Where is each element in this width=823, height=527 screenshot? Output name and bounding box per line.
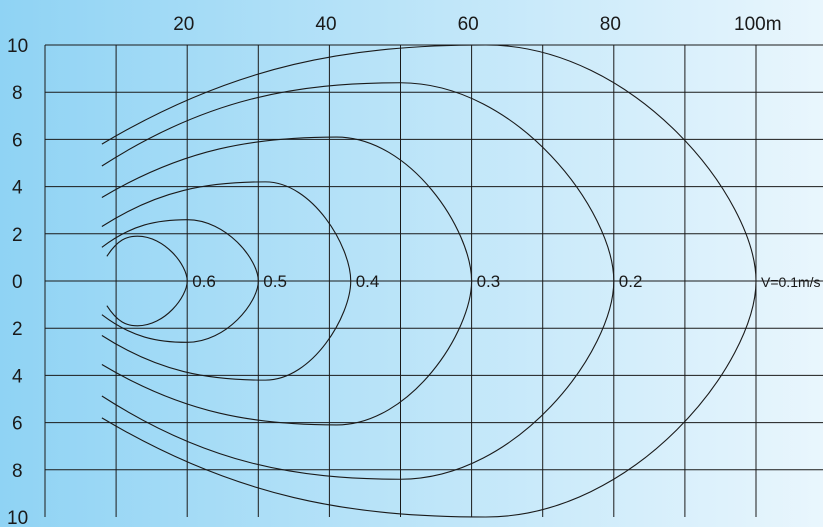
contour-label: 0.2	[619, 272, 643, 291]
y-tick-label: 10	[7, 36, 28, 57]
contour-label: 0.4	[356, 272, 380, 291]
contour-label: 0.3	[477, 272, 501, 291]
x-tick-label: 40	[315, 14, 336, 35]
contour-label: V=0.1m/s	[761, 274, 821, 290]
x-tick-label: 60	[458, 14, 479, 35]
y-tick-label: 0	[12, 272, 23, 293]
y-tick-label: 8	[12, 461, 23, 482]
x-tick-label: 20	[173, 14, 194, 35]
y-tick-label: 6	[12, 414, 23, 435]
x-tick-label: 80	[600, 14, 621, 35]
contour-label: 0.5	[263, 272, 287, 291]
y-tick-label: 4	[12, 178, 23, 199]
y-tick-label: 10	[7, 508, 28, 527]
y-tick-label: 4	[12, 366, 23, 387]
y-tick-label: 2	[12, 225, 23, 246]
y-tick-label: 6	[12, 130, 23, 151]
y-tick-label: 2	[12, 319, 23, 340]
contour-label: 0.6	[192, 272, 216, 291]
x-tick-label: 100m	[734, 14, 782, 35]
y-tick-label: 8	[12, 83, 23, 104]
